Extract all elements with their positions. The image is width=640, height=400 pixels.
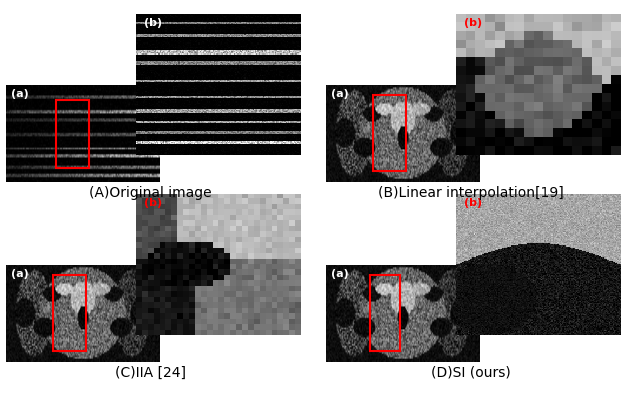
Bar: [56, 100, 90, 168]
Text: (A)Original image: (A)Original image: [89, 186, 212, 200]
Text: (C)IIA [24]: (C)IIA [24]: [115, 366, 186, 380]
Text: (b): (b): [464, 18, 483, 28]
Text: (B)Linear interpolation[19]: (B)Linear interpolation[19]: [378, 186, 563, 200]
Text: (b): (b): [464, 198, 483, 208]
Text: (a): (a): [331, 90, 349, 100]
Text: (a): (a): [11, 270, 29, 280]
Text: (b): (b): [144, 18, 163, 28]
Text: (D)SI (ours): (D)SI (ours): [431, 366, 510, 380]
Bar: [370, 275, 400, 351]
Bar: [52, 275, 86, 351]
Text: (b): (b): [144, 198, 163, 208]
Text: (a): (a): [11, 90, 29, 100]
Text: (a): (a): [331, 270, 349, 280]
Bar: [372, 95, 406, 171]
